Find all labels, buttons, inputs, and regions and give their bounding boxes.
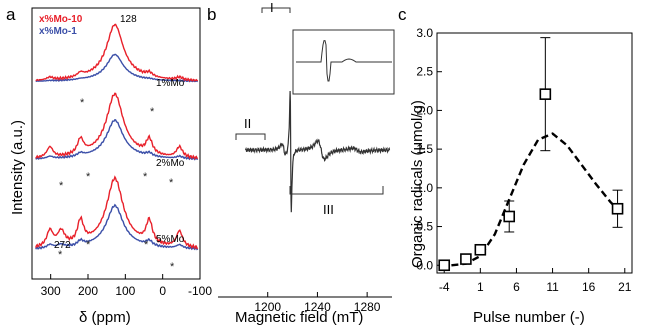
trace-label-1mo: 1%Mo: [156, 78, 185, 89]
panel-b-spectrum: [244, 90, 391, 213]
sideband-marker: *: [86, 239, 91, 251]
y-tick-label: 3.0: [416, 26, 433, 40]
y-tick-label: 2.0: [416, 103, 433, 117]
spectrum-trace-red: [35, 92, 199, 161]
panel-c-fit-curve: [451, 132, 619, 267]
panel-b-inset-spectrum: [296, 40, 392, 82]
spectrum-trace-red: [35, 23, 199, 83]
x-tick-label: 300: [41, 284, 61, 298]
region-bracket-iii: [289, 186, 384, 195]
data-point: [611, 202, 624, 215]
panel-c-axes: 0.00.51.01.52.02.53.0-4 1 6 11 16 21: [416, 26, 631, 294]
spectrum-trace-blue: [35, 119, 198, 161]
x-tick-label: 1280: [354, 300, 381, 314]
x-tick-label: -100: [188, 284, 212, 298]
sideband-marker: *: [58, 249, 63, 261]
panel-c-frame: [436, 32, 633, 274]
sideband-marker: *: [144, 239, 149, 251]
sideband-marker: *: [170, 261, 175, 273]
peak-label-128: 128: [120, 14, 137, 25]
sideband-marker: *: [150, 106, 155, 118]
x-tick-label: 6: [513, 280, 520, 294]
x-tick-label: 100: [115, 284, 135, 298]
x-tick-label: 11: [546, 280, 559, 294]
x-tick-label: 1: [477, 280, 484, 294]
y-tick-label: 1.0: [416, 181, 433, 195]
sideband-marker: *: [86, 171, 91, 183]
data-point: [438, 259, 451, 272]
spectrum-trace-red: [35, 175, 199, 250]
panel-a: 300 200 100 0 -100 Intensity (a.u.) δ (ppm) …: [9, 7, 212, 326]
panel-c-ylabel: Organic radicals (μmol/g): [409, 100, 426, 268]
panel-a-traces: [35, 23, 199, 251]
panel-c-points: [438, 37, 624, 272]
y-tick-label: 1.5: [416, 142, 433, 156]
panel-a-xlabel: δ (ppm): [79, 309, 131, 326]
region-label-iii: III: [323, 202, 334, 217]
y-tick-label: 2.5: [416, 65, 433, 79]
sideband-marker: *: [59, 180, 64, 192]
y-tick-label: 0.5: [416, 220, 433, 234]
sideband-marker: *: [80, 97, 85, 109]
x-tick-label: 200: [78, 284, 98, 298]
epr-trace: [244, 90, 391, 213]
x-tick-label: 0: [159, 284, 166, 298]
sideband-marker: *: [143, 171, 148, 183]
legend-label-mo10: x%Mo-10: [39, 14, 83, 25]
panel-b-xlabel: Magnetic field (mT): [235, 309, 363, 326]
panel-a-frame: [31, 7, 201, 280]
spectrum-trace-blue: [35, 53, 198, 83]
panel-letter-b: b: [207, 5, 216, 24]
region-label-i: I: [270, 0, 274, 15]
x-tick-label: -4: [439, 280, 450, 294]
x-tick-label: 16: [582, 280, 596, 294]
peak-label-272: 272: [54, 240, 71, 251]
data-point: [539, 88, 552, 100]
panel-c-xlabel: Pulse number (-): [473, 309, 585, 326]
x-tick-label: 21: [618, 280, 632, 294]
data-point: [460, 253, 472, 265]
data-point: [474, 243, 487, 256]
spectrum-trace-blue: [35, 203, 199, 251]
region-bracket-i: [261, 7, 291, 13]
region-bracket-ii: [235, 133, 266, 140]
panel-a-ylabel: Intensity (a.u.): [9, 120, 26, 215]
region-label-ii: II: [244, 116, 251, 131]
x-tick-label: 1200: [254, 300, 281, 314]
panel-b-x-axis: 1200 1240 1280: [218, 292, 392, 314]
sideband-markers: * * * * * * * * * *: [58, 97, 175, 273]
sideband-marker: *: [169, 177, 174, 189]
panel-letter-a: a: [6, 5, 16, 24]
trace-label-2mo: 2%Mo: [156, 158, 185, 169]
x-tick-label: 1240: [304, 300, 331, 314]
panel-a-x-axis: 300 200 100 0 -100: [41, 274, 212, 298]
panel-c: 0.00.51.01.52.02.53.0-4 1 6 11 16 21 Organic …: [409, 26, 633, 326]
data-point: [503, 210, 516, 223]
panel-letter-c: c: [398, 5, 407, 24]
y-tick-label: 0.0: [416, 258, 433, 272]
panel-b: 1200 1240 1280 Magnetic field (mT) I II II…: [218, 0, 395, 326]
legend-label-mo1: x%Mo-1: [39, 26, 77, 37]
trace-label-5mo: 5%Mo: [156, 234, 185, 245]
